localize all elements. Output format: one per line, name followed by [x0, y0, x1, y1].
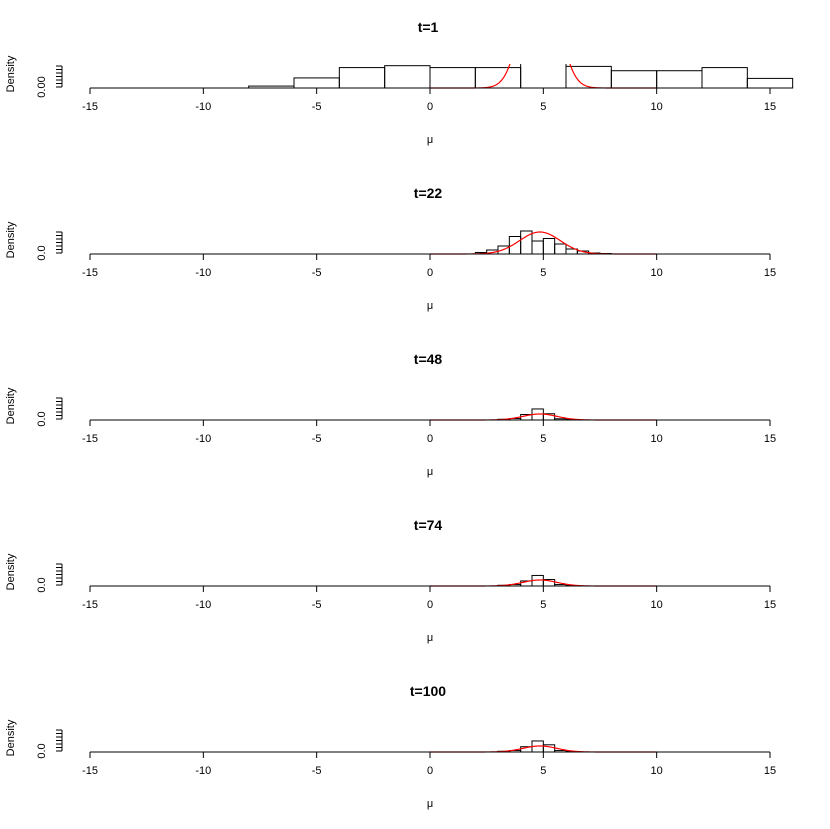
y-axis-label: Density [5, 387, 17, 424]
histogram-bar [429, 67, 476, 89]
histogram-bar [520, 64, 567, 89]
x-tick-label: 5 [540, 101, 546, 113]
x-tick-label: 0 [427, 599, 433, 611]
chart-panel-3: t=48 -15 -10 -5 0 5 10 15 0.0 Density μ [5, 351, 776, 478]
x-tick-label: -15 [82, 599, 98, 611]
x-axis-label: μ [427, 632, 433, 644]
histogram-bar [542, 238, 556, 255]
histogram-bars [474, 230, 612, 255]
chart-panel-4: t=74 -15 -10 -5 0 5 10 15 0.0 Density μ [5, 517, 776, 644]
x-axis-label: μ [427, 798, 433, 810]
x-tick-label: 0 [427, 433, 433, 445]
chart-title: t=22 [414, 185, 443, 201]
histogram-bar [746, 77, 794, 89]
y-tick-label: 0.00 [36, 76, 48, 97]
x-tick-label: 5 [540, 433, 546, 445]
y-tick-label: 0.0 [36, 577, 48, 592]
x-tick-label: 0 [427, 101, 433, 113]
x-tick-label: -5 [312, 101, 322, 113]
x-tick-label: -5 [312, 267, 322, 279]
x-axis-label: μ [427, 466, 433, 478]
x-tick-label: 10 [651, 599, 663, 611]
x-tick-label: -15 [82, 433, 98, 445]
chart-title: t=100 [410, 683, 446, 699]
x-tick-label: -15 [82, 101, 98, 113]
x-tick-label: -10 [195, 267, 211, 279]
x-axis-label: μ [427, 134, 433, 146]
histogram-bar [384, 65, 431, 89]
chart-panel-1: t=1 -15 -10 -5 0 5 10 15 0.00 Density μ [5, 19, 794, 146]
chart-panel-2: t=22 -15 -10 -5 0 5 10 15 0.0 Density μ [5, 185, 776, 312]
x-tick-label: 5 [540, 765, 546, 777]
x-tick-label: -5 [312, 599, 322, 611]
y-axis-label: Density [5, 719, 17, 756]
x-tick-label: -15 [82, 765, 98, 777]
y-axis-label: Density [5, 221, 17, 258]
x-tick-label: 10 [651, 267, 663, 279]
x-tick-label: 15 [764, 267, 776, 279]
histogram-bars [248, 64, 794, 89]
histogram-bar [293, 77, 340, 89]
x-axis-label: μ [427, 300, 433, 312]
chart-title: t=1 [418, 19, 439, 35]
histogram-bar [610, 70, 658, 89]
y-axis-label: Density [5, 553, 17, 590]
y-tick-label: 0.0 [36, 411, 48, 426]
histogram-bar [531, 240, 544, 255]
x-tick-label: 15 [764, 599, 776, 611]
x-tick-label: 10 [651, 433, 663, 445]
x-tick-label: -10 [195, 765, 211, 777]
x-tick-label: -5 [312, 765, 322, 777]
x-tick-label: 15 [764, 101, 776, 113]
chart-title: t=74 [414, 517, 443, 533]
y-axis-label: Density [5, 55, 17, 92]
chart-panel-5: t=100 -15 -10 -5 0 5 10 15 0.0 Density μ [5, 683, 776, 810]
x-tick-label: 15 [764, 433, 776, 445]
x-tick-label: 10 [651, 765, 663, 777]
y-tick-label: 0.0 [36, 245, 48, 260]
x-tick-label: -15 [82, 267, 98, 279]
x-tick-label: 5 [540, 599, 546, 611]
x-tick-label: -10 [195, 599, 211, 611]
x-tick-label: -10 [195, 433, 211, 445]
x-tick-label: 10 [651, 101, 663, 113]
histogram-bar [565, 65, 612, 89]
histogram-bar [656, 70, 703, 89]
x-tick-label: 15 [764, 765, 776, 777]
x-tick-label: 0 [427, 765, 433, 777]
histogram-bar [338, 67, 386, 89]
chart-title: t=48 [414, 351, 443, 367]
x-tick-label: 0 [427, 267, 433, 279]
density-curve [430, 64, 657, 89]
y-tick-label: 0.0 [36, 743, 48, 758]
x-tick-label: -5 [312, 433, 322, 445]
histogram-bar [554, 243, 567, 255]
histogram-bar [474, 67, 522, 89]
histogram-bar [701, 67, 748, 89]
x-tick-label: -10 [195, 101, 211, 113]
x-tick-label: 5 [540, 267, 546, 279]
